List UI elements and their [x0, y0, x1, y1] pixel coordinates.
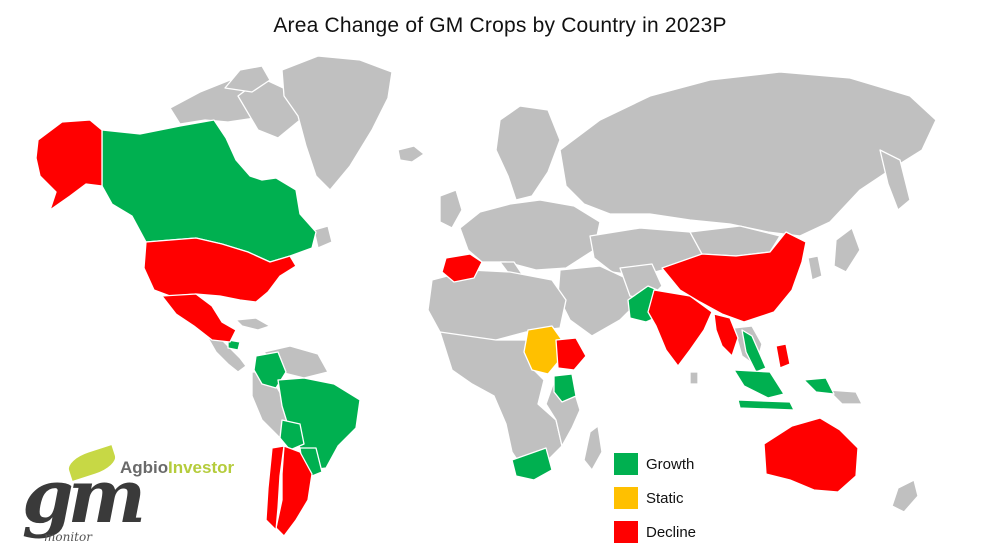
new-zealand: [891, 479, 919, 513]
australia: [763, 417, 859, 493]
canada: [101, 119, 317, 263]
logo-gm-mark: gm: [22, 454, 146, 540]
india: [647, 289, 713, 367]
legend-item-static: Static: [614, 486, 684, 510]
iceland: [397, 145, 425, 163]
south-africa: [511, 447, 553, 481]
uk-ireland: [439, 189, 463, 229]
mexico: [161, 293, 237, 343]
sri-lanka: [689, 371, 699, 385]
legend-swatch-decline: [614, 521, 638, 543]
logo-brand-agbio: Agbio: [120, 458, 169, 477]
agbioinvestor-gm-monitor-logo: Agbio Investor gm monitor: [18, 445, 238, 552]
kamchatka: [879, 149, 911, 211]
decline-regions: [35, 119, 859, 537]
legend-item-decline: Decline: [614, 520, 696, 544]
spain: [441, 253, 483, 283]
legend-label-static: Static: [646, 489, 684, 507]
kenya: [553, 373, 577, 403]
europe-mainland: [459, 199, 601, 271]
honduras: [227, 339, 241, 351]
ellesmere-island: [224, 65, 271, 93]
logo-subtitle: monitor: [44, 530, 92, 544]
growth-regions: [101, 119, 835, 481]
logo-brand-investor: Investor: [168, 458, 235, 477]
greenland: [281, 55, 393, 191]
alaska: [35, 119, 103, 211]
central-america: [207, 337, 247, 373]
argentina: [275, 445, 313, 537]
bolivia: [279, 419, 305, 451]
legend-swatch-growth: [614, 453, 638, 475]
ethiopia: [555, 337, 587, 371]
indonesia: [733, 369, 835, 411]
scandinavia: [495, 105, 561, 201]
caribbean: [235, 317, 271, 331]
legend-label-decline: Decline: [646, 523, 697, 541]
philippines: [775, 343, 791, 369]
legend-label-growth: Growth: [646, 455, 695, 473]
united-states: [143, 237, 297, 303]
legend-item-growth: Growth: [614, 452, 694, 476]
papua-new-guinea: [827, 389, 863, 405]
sudan: [523, 325, 563, 375]
myanmar-bangladesh: [713, 313, 739, 357]
vietnam: [741, 329, 767, 373]
legend-swatch-static: [614, 487, 638, 509]
newfoundland: [313, 225, 333, 249]
map-title: Area Change of GM Crops by Country in 20…: [273, 14, 727, 37]
china: [661, 231, 807, 323]
colombia: [253, 351, 287, 389]
korea-japan: [807, 227, 861, 281]
static-regions: [523, 325, 563, 375]
chile: [265, 445, 285, 531]
madagascar: [583, 425, 603, 471]
russia: [559, 71, 937, 237]
